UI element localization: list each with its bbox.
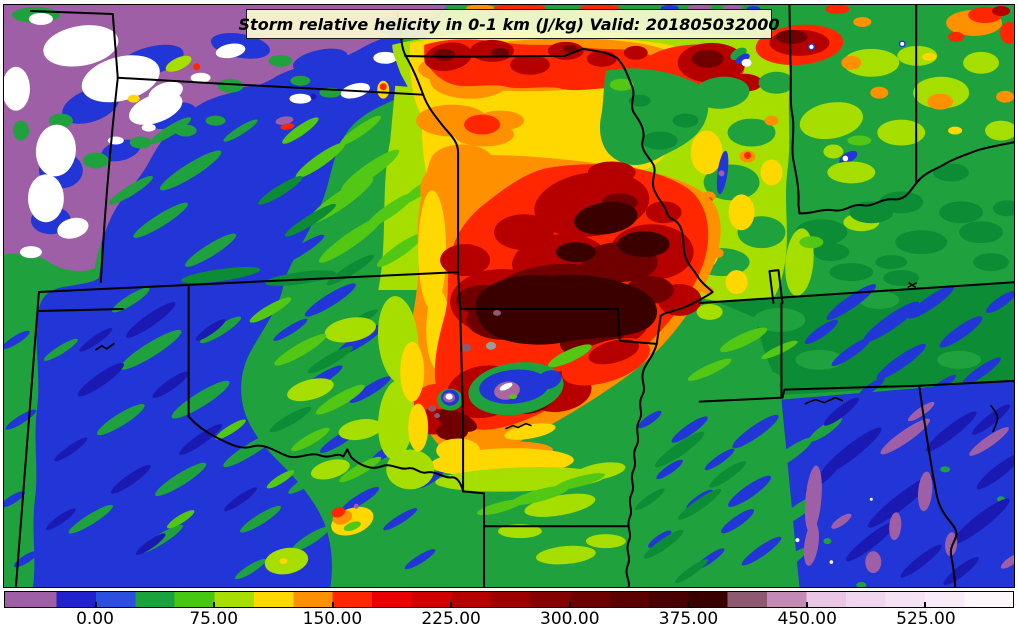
green-streaks-over-blue <box>43 117 368 580</box>
colorbar-tick-label: 375.00 <box>658 609 719 629</box>
state-borders <box>14 5 1014 587</box>
colorbar-tick <box>450 602 453 607</box>
colorbar-tick-label: 225.00 <box>421 609 481 629</box>
map-title: Storm relative helicity in 0-1 km (J/kg)… <box>238 14 780 34</box>
title-box: Storm relative helicity in 0-1 km (J/kg)… <box>239 9 779 39</box>
colorbar-tick-label: 150.00 <box>302 609 363 629</box>
colorbar-tick-label: 75.00 <box>189 609 239 629</box>
colorbar-tick <box>924 602 927 607</box>
map-frame <box>3 4 1015 588</box>
colorbar-tick <box>94 602 97 607</box>
map-canvas <box>4 5 1014 587</box>
colorbar-tick-label: 450.00 <box>777 609 837 629</box>
indiana-ohio-patches <box>799 5 1014 270</box>
missouri-red-core <box>410 155 721 492</box>
colorbar-gradient <box>5 592 1013 607</box>
kentucky-patches <box>785 201 1010 296</box>
river-lake-squiggles <box>95 282 999 433</box>
colorbar <box>4 591 1014 608</box>
colorbar-tick-label: 300.00 <box>540 609 600 629</box>
green-wedge-ne-missouri <box>599 68 709 166</box>
colorbar-tick-label: 525.00 <box>896 609 956 629</box>
colorbar-tick <box>331 602 334 607</box>
colorbar-tick <box>687 602 690 607</box>
colorbar-tick <box>213 602 216 607</box>
arkansas-oklahoma-bands <box>249 296 626 575</box>
colorbar-labels: 0.00 75.00 150.00 225.00 300.00 375.00 450.00 5… <box>4 609 1014 631</box>
dark-blue-streaks-west <box>45 302 258 555</box>
tennessee-region <box>687 283 1014 398</box>
colorbar-tick <box>805 602 808 607</box>
colorbar-tick-label: 0.00 <box>76 609 114 629</box>
colorbar-tick <box>568 602 571 607</box>
